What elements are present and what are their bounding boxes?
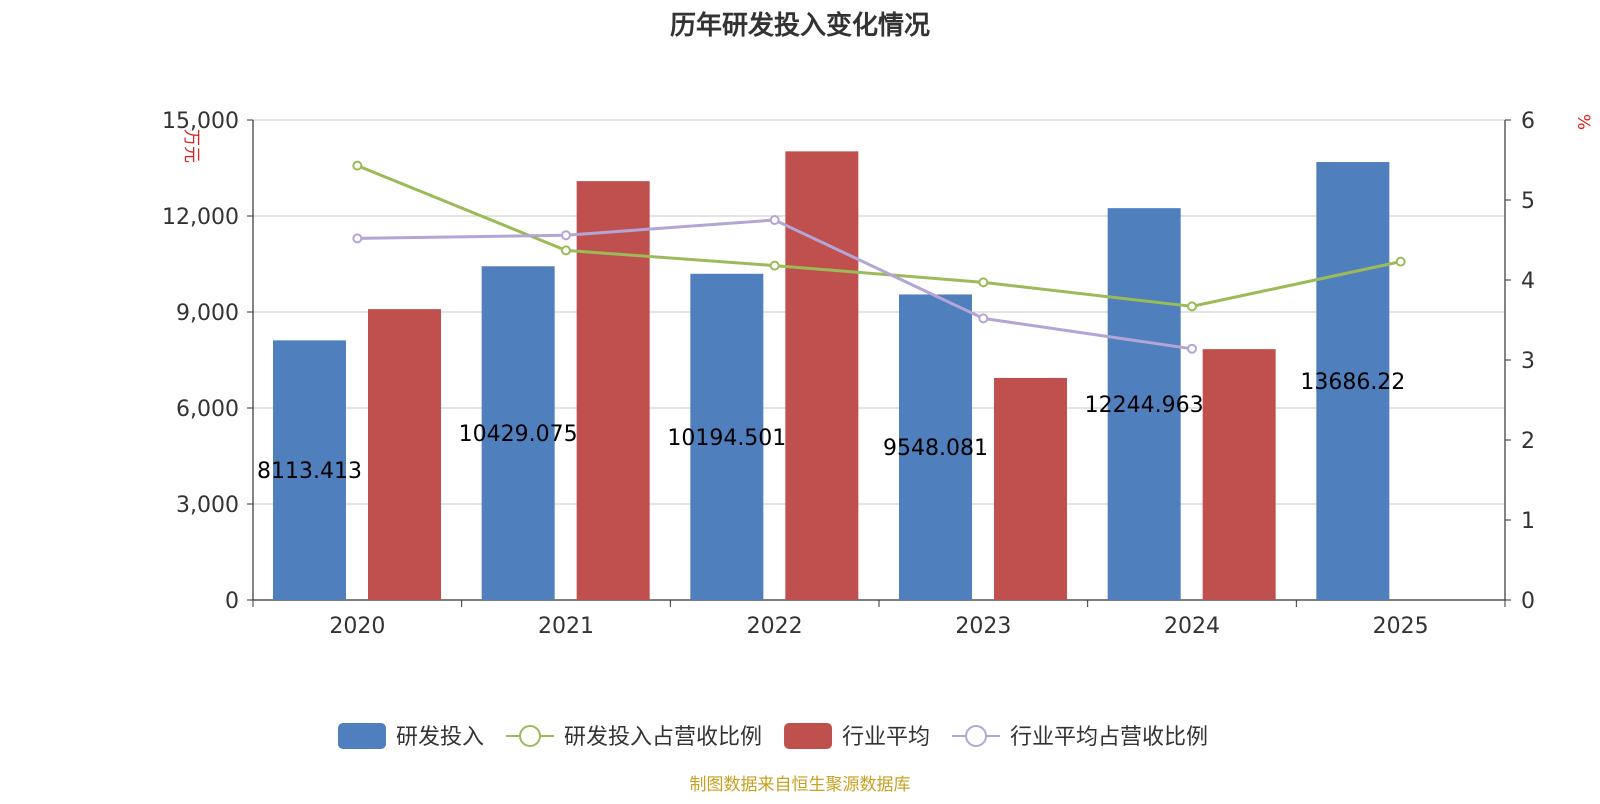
bar-行业平均 (368, 309, 441, 600)
legend: 研发投入 研发投入占营收比例 行业平均 行业平均占营收比例 (338, 723, 1208, 750)
x-axis-tick-label: 2024 (1164, 614, 1220, 639)
bar-行业平均 (785, 151, 859, 601)
right-axis-tick-label: 2 (1521, 429, 1535, 454)
legend-label: 行业平均占营收比例 (1010, 725, 1208, 750)
grid-lines (253, 119, 1505, 505)
right-axis-tick-label: 5 (1521, 189, 1535, 214)
x-axis-tick-label: 2025 (1373, 614, 1429, 639)
legend-marker (965, 725, 988, 747)
lines (352, 160, 1406, 354)
x-axis-tick-label: 2023 (955, 614, 1011, 639)
right-axis-tick-label: 0 (1521, 589, 1535, 614)
bar-data-label: 8113.413 (257, 459, 362, 484)
legend-swatch (338, 723, 386, 749)
line-point-研发投入占营收比例 (352, 160, 363, 171)
line-point-行业平均占营收比例 (352, 233, 363, 244)
line-point-行业平均占营收比例 (1187, 343, 1197, 354)
bars (273, 151, 1390, 601)
x-axis-tick-label: 2021 (538, 614, 594, 639)
source-note: 制图数据来自恒生聚源数据库 (690, 775, 911, 795)
axes: 0 3,000 6,000 9,000 12,000 15,000 0 1 2 3 4 5 6 2020 2… (162, 109, 1593, 639)
bar-研发投入 (1316, 162, 1390, 600)
line-point-行业平均占营收比例 (561, 230, 571, 241)
bar-data-label: 13686.22 (1300, 370, 1405, 395)
bar-研发投入 (273, 340, 346, 600)
right-axis-unit-label: % (1573, 114, 1593, 130)
left-axis-unit-label: 万元 (181, 129, 201, 163)
line-point-研发投入占营收比例 (1187, 301, 1197, 312)
left-axis-tick-label: 6,000 (176, 397, 239, 422)
bar-data-label: 12244.963 (1085, 393, 1204, 418)
right-axis-tick-label: 3 (1521, 349, 1535, 374)
x-axis-tick-label: 2020 (329, 614, 385, 639)
line-point-研发投入占营收比例 (978, 277, 989, 288)
left-axis-tick-label: 3,000 (176, 493, 239, 518)
legend-marker (519, 725, 542, 747)
bar-研发投入 (481, 266, 555, 600)
line-point-行业平均占营收比例 (978, 313, 989, 324)
bar-研发投入 (899, 294, 972, 600)
data-labels: 8113.413 10429.075 10194.501 9548.081 12244.… (257, 370, 1405, 484)
left-axis-tick-label: 9,000 (176, 301, 239, 326)
left-axis-tick-label: 15,000 (162, 109, 239, 134)
bar-行业平均 (576, 181, 650, 600)
right-axis-tick-label: 6 (1521, 109, 1535, 134)
legend-label: 研发投入占营收比例 (564, 725, 762, 750)
bar-研发投入 (1107, 208, 1181, 600)
line-point-研发投入占营收比例 (769, 260, 780, 271)
legend-label: 行业平均 (842, 725, 930, 750)
left-axis-tick-label: 12,000 (162, 205, 239, 230)
legend-swatch (784, 723, 833, 749)
right-axis-tick-label: 4 (1521, 269, 1535, 294)
left-axis-tick-label: 0 (225, 589, 239, 614)
bar-行业平均 (994, 377, 1067, 600)
line-point-研发投入占营收比例 (1395, 256, 1406, 267)
line-point-研发投入占营收比例 (561, 245, 571, 256)
bar-data-label: 9548.081 (883, 436, 988, 461)
bar-行业平均 (1202, 349, 1276, 600)
chart-title: 历年研发投入变化情况 (670, 10, 930, 41)
legend-label: 研发投入 (396, 725, 484, 750)
line-point-行业平均占营收比例 (769, 215, 780, 225)
bar-data-label: 10194.501 (667, 426, 786, 451)
bar-研发投入 (690, 273, 764, 600)
x-axis-tick-label: 2022 (747, 614, 803, 639)
bar-data-label: 10429.075 (459, 422, 578, 447)
right-axis-tick-label: 1 (1521, 509, 1535, 534)
